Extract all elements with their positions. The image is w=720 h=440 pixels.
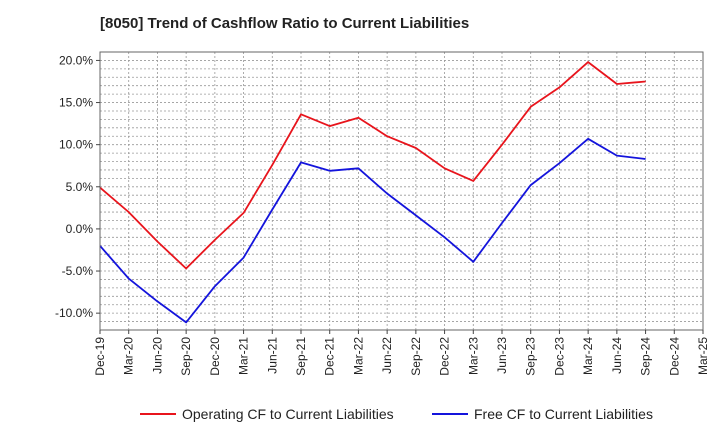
x-tick-label: Dec-22 <box>438 337 452 376</box>
series-line-operating-cf <box>99 61 646 270</box>
y-tick-label: 10.0% <box>59 138 93 152</box>
x-tick-label: Mar-24 <box>581 337 595 375</box>
y-tick-label: 0.0% <box>66 222 94 236</box>
x-tick-label: Jun-22 <box>380 337 394 374</box>
x-axis: Dec-19 Mar-20 Jun-20 Sep-20 Dec-20 Mar-21 Jun-… <box>93 330 710 376</box>
x-tick-label: Sep-23 <box>524 337 538 376</box>
x-tick-label: Mar-20 <box>122 337 136 375</box>
y-tick-label: 5.0% <box>66 180 94 194</box>
y-tick-label: 15.0% <box>59 96 93 110</box>
series-layer <box>99 61 646 324</box>
x-tick-label: Sep-22 <box>409 337 423 376</box>
y-axis: -10.0% -5.0% 0.0% 5.0% 10.0% 15.0% 20.0% <box>55 53 100 320</box>
x-tick-label: Dec-20 <box>208 337 222 376</box>
y-tick-label: -10.0% <box>55 306 93 320</box>
x-tick-label: Dec-21 <box>323 337 337 376</box>
y-tick-label: 20.0% <box>59 53 93 67</box>
legend-label: Operating CF to Current Liabilities <box>182 406 394 422</box>
x-tick-label: Mar-21 <box>237 337 251 375</box>
legend-label: Free CF to Current Liabilities <box>474 406 653 422</box>
plot-frame <box>99 51 704 331</box>
x-tick-label: Jun-21 <box>265 337 279 374</box>
x-tick-label: Mar-23 <box>466 337 480 375</box>
x-tick-label: Sep-20 <box>179 337 193 376</box>
x-tick-label: Dec-24 <box>667 337 681 376</box>
x-tick-label: Sep-24 <box>639 337 653 376</box>
grid-layer <box>99 51 704 331</box>
x-tick-label: Jun-23 <box>495 337 509 374</box>
x-tick-label: Sep-21 <box>294 337 308 376</box>
chart-title: [8050] Trend of Cashflow Ratio to Curren… <box>100 15 470 32</box>
x-tick-label: Mar-22 <box>351 337 365 375</box>
series-line-free-cf <box>99 137 646 324</box>
x-tick-label: Jun-20 <box>150 337 164 374</box>
y-tick-label: -5.0% <box>62 264 94 278</box>
x-tick-label: Dec-23 <box>552 337 566 376</box>
x-tick-label: Dec-19 <box>93 337 107 376</box>
x-tick-label: Jun-24 <box>610 337 624 374</box>
x-tick-label: Mar-25 <box>696 337 710 375</box>
legend: Operating CF to Current Liabilities Free … <box>140 406 653 422</box>
